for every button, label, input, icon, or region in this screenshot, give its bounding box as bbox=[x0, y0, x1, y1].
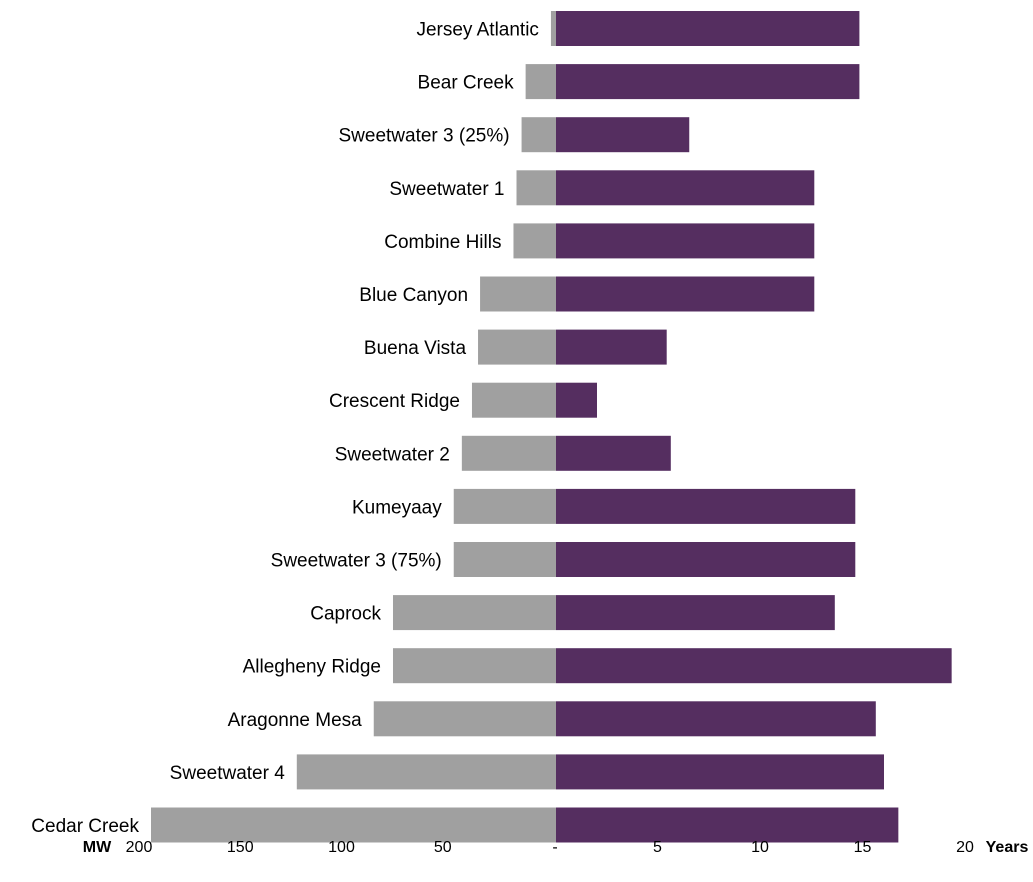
mw-bar bbox=[151, 807, 556, 843]
category-label: Caprock bbox=[310, 604, 381, 625]
right-tick-label: 20 bbox=[956, 839, 974, 856]
category-labels: Jersey Atlantic Bear Creek Sweetwater 3 (2… bbox=[31, 20, 539, 838]
years-bar bbox=[556, 329, 667, 365]
category-label: Sweetwater 1 bbox=[389, 179, 504, 200]
years-bar bbox=[556, 542, 856, 577]
category-label: Sweetwater 4 bbox=[170, 763, 286, 784]
category-label: Jersey Atlantic bbox=[416, 20, 539, 41]
years-bar bbox=[556, 382, 597, 418]
category-label: Sweetwater 3 (25%) bbox=[338, 126, 509, 147]
left-tick-label: 100 bbox=[328, 839, 355, 856]
right-bars bbox=[556, 11, 952, 843]
years-bar bbox=[556, 488, 856, 524]
tick-labels: 200 150 100 50 - 5 10 15 20 bbox=[126, 839, 974, 856]
mw-bar bbox=[453, 488, 556, 524]
years-bar bbox=[556, 435, 671, 471]
mw-bar bbox=[453, 542, 556, 577]
category-label: Cedar Creek bbox=[31, 816, 139, 837]
years-bar bbox=[556, 64, 860, 100]
right-tick-label: 5 bbox=[653, 839, 662, 856]
category-label: Crescent Ridge bbox=[329, 391, 460, 412]
category-label: Combine Hills bbox=[384, 232, 501, 253]
category-label: Bear Creek bbox=[418, 73, 515, 94]
right-axis-unit-label: Years bbox=[986, 839, 1029, 856]
category-label: Sweetwater 2 bbox=[335, 444, 450, 465]
mw-bar bbox=[478, 329, 556, 365]
mw-bar bbox=[516, 170, 556, 206]
x-axis: MW Years 200 150 100 50 - 5 10 15 20 bbox=[83, 839, 1029, 856]
right-tick-label: 15 bbox=[854, 839, 872, 856]
category-label: Sweetwater 3 (75%) bbox=[271, 551, 442, 572]
left-bars bbox=[151, 11, 556, 843]
category-label: Allegheny Ridge bbox=[243, 657, 381, 678]
years-bar bbox=[556, 276, 815, 312]
left-tick-label: 200 bbox=[126, 839, 153, 856]
category-label: Aragonne Mesa bbox=[228, 710, 363, 731]
left-tick-label: 50 bbox=[434, 839, 452, 856]
category-label: Buena Vista bbox=[364, 338, 467, 359]
left-axis-unit-label: MW bbox=[83, 839, 112, 856]
years-bar bbox=[556, 807, 899, 843]
mw-bar bbox=[480, 276, 556, 312]
years-bar bbox=[556, 648, 952, 684]
mw-bar bbox=[513, 223, 556, 259]
years-bar bbox=[556, 223, 815, 259]
mw-bar bbox=[296, 754, 556, 790]
mw-bar bbox=[521, 117, 556, 153]
mw-bar bbox=[392, 595, 556, 631]
category-label: Kumeyaay bbox=[352, 497, 442, 518]
left-tick-label: 150 bbox=[227, 839, 254, 856]
mw-bar bbox=[525, 64, 556, 100]
category-label: Blue Canyon bbox=[359, 285, 468, 306]
right-tick-label: - bbox=[552, 839, 557, 856]
years-bar bbox=[556, 117, 690, 153]
mw-bar bbox=[392, 648, 556, 684]
years-bar bbox=[556, 170, 815, 206]
years-bar bbox=[556, 11, 860, 46]
years-bar bbox=[556, 701, 876, 737]
mw-bar bbox=[471, 382, 556, 418]
years-bar bbox=[556, 595, 835, 631]
right-tick-label: 10 bbox=[751, 839, 769, 856]
mw-bar bbox=[373, 701, 556, 737]
years-bar bbox=[556, 754, 884, 790]
mw-bar bbox=[461, 435, 556, 471]
mw-bar bbox=[550, 11, 556, 46]
